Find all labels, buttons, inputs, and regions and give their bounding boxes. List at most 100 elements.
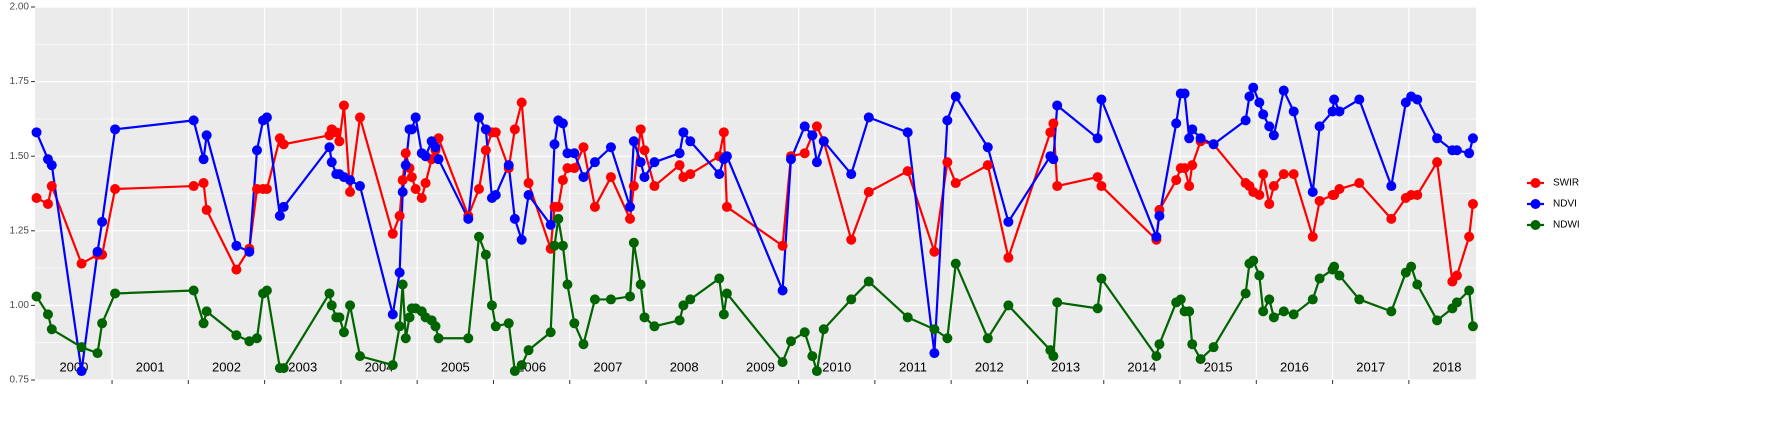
data-point <box>326 157 337 168</box>
data-point <box>628 237 639 248</box>
data-point <box>345 300 356 311</box>
data-point <box>649 157 660 168</box>
data-point <box>639 145 650 156</box>
data-point <box>721 201 732 212</box>
data-point <box>1184 306 1195 317</box>
y-tick-label: 1.50 <box>10 151 30 162</box>
data-point <box>785 336 796 347</box>
y-tick-label: 1.25 <box>10 225 30 236</box>
data-point <box>1171 118 1182 129</box>
data-point <box>569 318 580 329</box>
year-label: 2014 <box>1127 360 1156 375</box>
year-label: 2005 <box>441 360 470 375</box>
data-point <box>1092 133 1103 144</box>
legend-key-point <box>1530 220 1541 230</box>
data-point <box>589 157 600 168</box>
data-point <box>1412 279 1423 290</box>
data-point <box>420 178 431 189</box>
data-point <box>324 142 335 153</box>
data-point <box>480 249 491 260</box>
data-point <box>110 288 121 299</box>
data-point <box>589 294 600 305</box>
data-point <box>1003 300 1014 311</box>
data-point <box>473 112 484 123</box>
data-point <box>1386 213 1397 224</box>
data-point <box>639 312 650 323</box>
data-point <box>714 273 725 284</box>
data-point <box>509 124 520 135</box>
data-point <box>807 351 818 362</box>
data-point <box>1464 148 1475 159</box>
data-point <box>76 366 87 377</box>
data-point <box>430 321 441 332</box>
data-point <box>846 169 857 180</box>
data-point <box>326 300 337 311</box>
data-point <box>503 160 514 171</box>
data-point <box>1314 273 1325 284</box>
data-point <box>674 315 685 326</box>
data-point <box>545 327 556 338</box>
data-point <box>1258 169 1269 180</box>
data-point <box>929 348 940 359</box>
data-point <box>76 258 87 269</box>
data-point <box>1268 312 1279 323</box>
data-point <box>1268 130 1279 141</box>
data-point <box>410 184 421 195</box>
data-point <box>557 118 568 129</box>
data-point <box>1354 294 1365 305</box>
data-point <box>811 121 822 132</box>
data-point <box>251 145 262 156</box>
year-label: 2007 <box>593 360 622 375</box>
data-point <box>1052 181 1063 192</box>
data-point <box>628 136 639 147</box>
data-point <box>1096 94 1107 105</box>
data-point <box>562 279 573 290</box>
data-point <box>1208 342 1219 353</box>
data-point <box>950 178 961 189</box>
data-point <box>1288 309 1299 320</box>
data-point <box>1432 315 1443 326</box>
data-point <box>674 160 685 171</box>
year-label: 2017 <box>1356 360 1385 375</box>
data-point <box>463 333 474 344</box>
year-label: 2002 <box>212 360 241 375</box>
data-point <box>110 184 121 195</box>
data-point <box>1451 145 1462 156</box>
data-point <box>605 172 616 183</box>
data-point <box>863 112 874 123</box>
legend-label: SWIR <box>1553 178 1579 189</box>
data-point <box>387 228 398 239</box>
data-point <box>1467 133 1478 144</box>
data-point <box>1258 109 1269 120</box>
data-point <box>625 291 636 302</box>
year-label: 2018 <box>1433 360 1462 375</box>
year-label: 2001 <box>136 360 165 375</box>
data-point <box>198 318 209 329</box>
data-point <box>274 210 285 221</box>
data-point <box>777 240 788 251</box>
data-point <box>929 246 940 257</box>
data-point <box>523 189 534 200</box>
data-point <box>718 309 729 320</box>
data-point <box>639 172 650 183</box>
data-point <box>1334 184 1345 195</box>
data-point <box>387 309 398 320</box>
data-point <box>1003 252 1014 263</box>
data-point <box>338 100 349 111</box>
data-point <box>1048 351 1059 362</box>
data-point <box>516 97 527 108</box>
data-point <box>1329 94 1340 105</box>
data-point <box>334 136 345 147</box>
data-point <box>678 127 689 138</box>
data-point <box>635 279 646 290</box>
data-point <box>42 198 53 209</box>
legend-key-point <box>1530 178 1541 188</box>
data-point <box>523 178 534 189</box>
data-point <box>231 330 242 341</box>
year-label: 2008 <box>670 360 699 375</box>
data-point <box>557 175 568 186</box>
data-point <box>553 201 564 212</box>
data-point <box>902 127 913 138</box>
data-point <box>1151 231 1162 242</box>
